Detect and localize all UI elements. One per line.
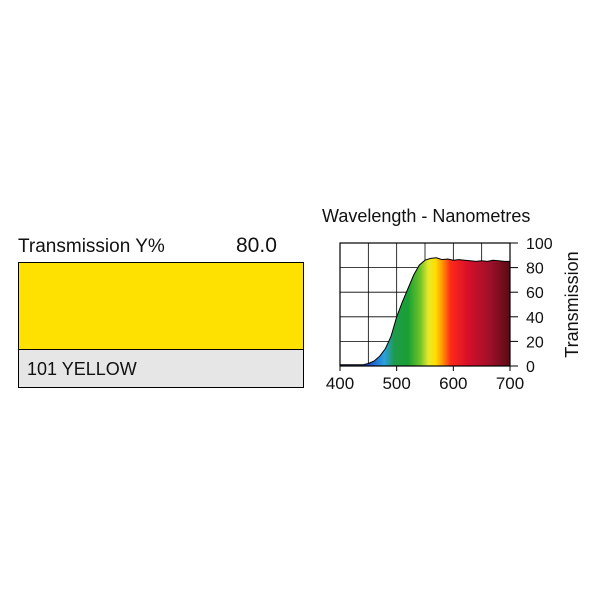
x-tick-label: 500 <box>382 374 410 393</box>
transmission-label: Transmission Y% <box>18 236 165 257</box>
x-tick-label: 600 <box>439 374 467 393</box>
y-axis-label: Transmission <box>562 251 582 357</box>
y-axis-ticks: 0 20 40 60 80 100 <box>510 236 553 376</box>
x-tick-label: 400 <box>326 374 354 393</box>
y-tick-label: 0 <box>526 359 535 376</box>
x-tick-label: 700 <box>496 374 524 393</box>
filter-name-box: 101 YELLOW <box>18 350 304 388</box>
y-tick-label: 80 <box>526 261 544 278</box>
chart-title: Wavelength - Nanometres <box>322 206 530 226</box>
filter-name: 101 YELLOW <box>27 359 137 379</box>
transmission-curve-area <box>339 257 511 367</box>
y-tick-label: 100 <box>526 236 553 253</box>
x-axis-ticks: 400 500 600 700 <box>326 366 524 393</box>
y-tick-label: 20 <box>526 334 544 351</box>
plot-frame <box>339 242 511 367</box>
y-tick-label: 40 <box>526 310 544 327</box>
color-swatch <box>18 262 304 350</box>
transmission-value: 80.0 <box>236 234 277 257</box>
y-tick-label: 60 <box>526 285 544 302</box>
